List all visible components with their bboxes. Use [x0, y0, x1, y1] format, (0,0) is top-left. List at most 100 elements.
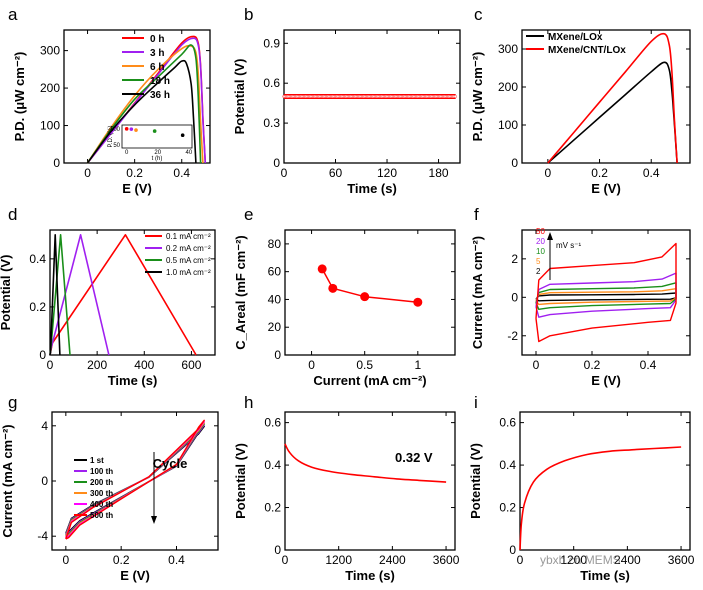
legend-label: MXene/LOx: [548, 32, 603, 43]
y-tick-label: 2: [511, 252, 518, 266]
panel-label-f: f: [474, 205, 479, 224]
cv-loop-50: [535, 242, 677, 343]
y-tick-label: 0.2: [264, 501, 281, 515]
inset-point: [134, 128, 138, 132]
panel-i-chart: 0 1200 2400 3600 0 0.2 0.4 0.6 Time (s) Potential…: [468, 411, 695, 583]
panel-f-chart: 0 0.2 0.4 -2 0 2 E (V) Current (mA cm⁻²) 5020105…: [470, 227, 691, 388]
y-tick-label: 0: [511, 156, 518, 170]
y-tick-label: 200: [498, 80, 518, 94]
cv-loop-5: [535, 288, 677, 306]
y-axis-label: Potential (V): [232, 59, 247, 135]
panel-g-chart: 0 0.2 0.4 -4 0 4 E (V) Current (mA cm⁻²) 1 st 100…: [0, 411, 219, 583]
y-tick-label: 0: [273, 156, 280, 170]
x-tick-label: 0: [281, 166, 288, 180]
legend-label: 1 st: [90, 456, 104, 465]
inset-point: [152, 129, 157, 133]
inset-x-tick: 20: [154, 150, 161, 156]
y-tick-label: 0: [39, 348, 46, 362]
x-axis-label: E (V): [120, 568, 150, 583]
series-line-18h: [86, 44, 202, 164]
y-tick-label: 0.4: [29, 252, 46, 266]
panel-label-i: i: [474, 393, 478, 412]
x-tick-label: 1200: [560, 553, 587, 567]
legend-label: 0.1 mA cm⁻²: [166, 232, 211, 241]
y-tick-label: 0.4: [264, 458, 281, 472]
x-tick-label: 0: [84, 166, 91, 180]
legend-label: 0 h: [150, 34, 164, 45]
panel-label-e: e: [244, 205, 253, 224]
x-tick-label: 0.4: [640, 358, 657, 372]
cv-loop-2: [535, 292, 677, 302]
plot-frame: [63, 29, 211, 164]
x-tick-label: 0: [533, 358, 540, 372]
y-tick-label: 0.6: [499, 416, 516, 430]
inset-y-tick: 100: [110, 127, 121, 133]
inset-frame: [121, 124, 193, 149]
data-point: [360, 292, 370, 302]
x-tick-label: 2400: [379, 553, 406, 567]
data-point: [413, 297, 423, 307]
y-tick-label: 100: [40, 119, 60, 133]
x-tick-label: 180: [429, 166, 449, 180]
inset-x-tick: 0: [125, 150, 129, 156]
x-tick-label: 0.2: [584, 358, 601, 372]
x-tick-label: 600: [181, 358, 201, 372]
inset-y-tick: 50: [113, 143, 120, 149]
legend-title: mV s⁻¹: [556, 241, 581, 250]
y-axis-label: P.D. (μW cm⁻²): [470, 52, 485, 142]
y-tick-label: -4: [37, 529, 48, 543]
series-line-6h: [86, 44, 204, 164]
y-tick-label: 0.6: [264, 416, 281, 430]
plot-frame: [284, 411, 456, 551]
y-axis-label: P.D. (μW cm⁻²): [12, 52, 27, 142]
legend-label: 6 h: [150, 62, 164, 73]
y-tick-label: 0: [41, 474, 48, 488]
y-tick-label: -2: [507, 329, 518, 343]
legend-label: 1.0 mA cm⁻²: [166, 268, 211, 277]
legend-label: 500 th: [90, 511, 113, 520]
y-tick-label: 0.6: [263, 76, 280, 90]
legend-label: 10: [536, 247, 545, 256]
series-line-capacitance: [321, 268, 418, 303]
x-tick-label: 2400: [614, 553, 641, 567]
inset-point: [129, 127, 134, 131]
arrow-head: [151, 516, 157, 524]
series-line-MXene/LOx: [547, 61, 678, 164]
y-tick-label: 300: [498, 42, 518, 56]
legend-label: 300 th: [90, 489, 113, 498]
series-line-MXene/CNT/LOx: [547, 32, 678, 164]
y-tick-label: 0.4: [499, 458, 516, 472]
inset-plot: 0 20 40 50 100 t (h) P.D. (%): [108, 124, 193, 162]
series-line-36h: [86, 59, 197, 164]
x-tick-label: 0: [62, 553, 69, 567]
y-tick-label: 0: [53, 156, 60, 170]
x-tick-label: 0.4: [643, 166, 660, 180]
x-tick-label: 0: [545, 166, 552, 180]
y-tick-label: 40: [268, 292, 282, 306]
x-tick-label: 0: [308, 358, 315, 372]
x-tick-label: 3600: [668, 553, 695, 567]
legend-label: 3 h: [150, 48, 164, 59]
legend-label: 200 th: [90, 478, 113, 487]
y-tick-label: 0: [509, 543, 516, 557]
plot-frame: [519, 411, 691, 551]
x-tick-label: 400: [134, 358, 154, 372]
x-axis-label: Time (s): [108, 373, 158, 388]
y-tick-label: 0: [274, 348, 281, 362]
legend-label: 18 h: [150, 76, 170, 87]
y-tick-label: 60: [268, 265, 282, 279]
plot-frame: [284, 229, 456, 356]
plot-frame: [521, 229, 691, 356]
voltage-annotation: 0.32 V: [395, 450, 433, 465]
y-tick-label: 0.9: [263, 36, 280, 50]
panel-label-b: b: [244, 5, 253, 24]
legend-label: 0.2 mA cm⁻²: [166, 244, 211, 253]
x-tick-label: 120: [377, 166, 397, 180]
y-axis-label: Potential (V): [468, 443, 483, 519]
inset-x-label: t (h): [152, 156, 163, 162]
panel-label-d: d: [8, 205, 17, 224]
legend-label: 2: [536, 267, 541, 276]
panel-label-a: a: [8, 5, 18, 24]
